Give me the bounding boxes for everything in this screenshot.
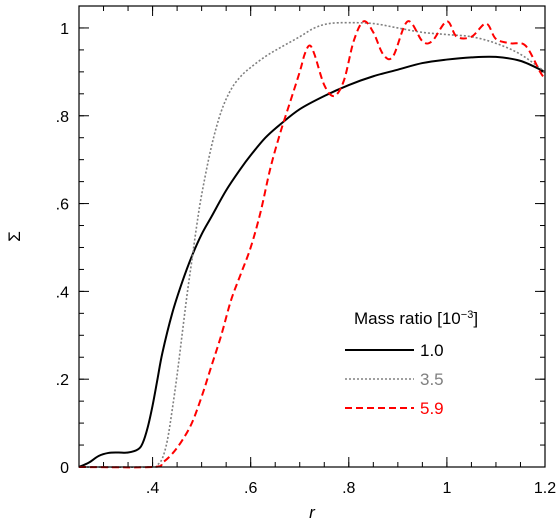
- x-tick-label: .6: [244, 480, 257, 497]
- series-line-1.0: [78, 55, 546, 468]
- labels-layer: .4 .6 .8 1 1.2 0 .2 .4 .6 .8 1: [56, 21, 557, 497]
- legend-label-3.5: 3.5: [420, 370, 444, 389]
- series-line-5.9: [78, 20, 546, 469]
- x-tick-label: 1.2: [534, 480, 556, 497]
- series-line-3.5: [78, 21, 546, 468]
- y-tick-label: .6: [56, 197, 69, 214]
- x-tick-label: .8: [342, 480, 355, 497]
- y-tick-label: .4: [56, 284, 69, 301]
- y-tick-label: .2: [56, 372, 69, 389]
- x-tick-label: .4: [146, 480, 159, 497]
- legend-title: Mass ratio [10−3]: [354, 309, 478, 328]
- legend-entries: 1.0 3.5 5.9: [345, 341, 444, 418]
- y-tick-label: .8: [56, 109, 69, 126]
- y-tick-label: 0: [60, 460, 69, 477]
- legend-title-exponent: −3: [461, 309, 474, 321]
- x-tick-label: 1: [442, 480, 451, 497]
- legend-label-1.0: 1.0: [420, 341, 444, 360]
- ticks-layer: [78, 5, 546, 468]
- legend-label-5.9: 5.9: [420, 399, 444, 418]
- legend-title-end: ]: [473, 309, 478, 328]
- legend: Mass ratio [10−3] 1.0 3.5 5.9: [345, 309, 478, 418]
- series-layer: [78, 20, 546, 469]
- plot-frame: [78, 5, 546, 468]
- x-axis-label: r: [309, 503, 316, 522]
- legend-title-text: Mass ratio [10: [354, 309, 461, 328]
- y-tick-label: 1: [60, 21, 69, 38]
- y-axis-label: Σ: [5, 231, 24, 242]
